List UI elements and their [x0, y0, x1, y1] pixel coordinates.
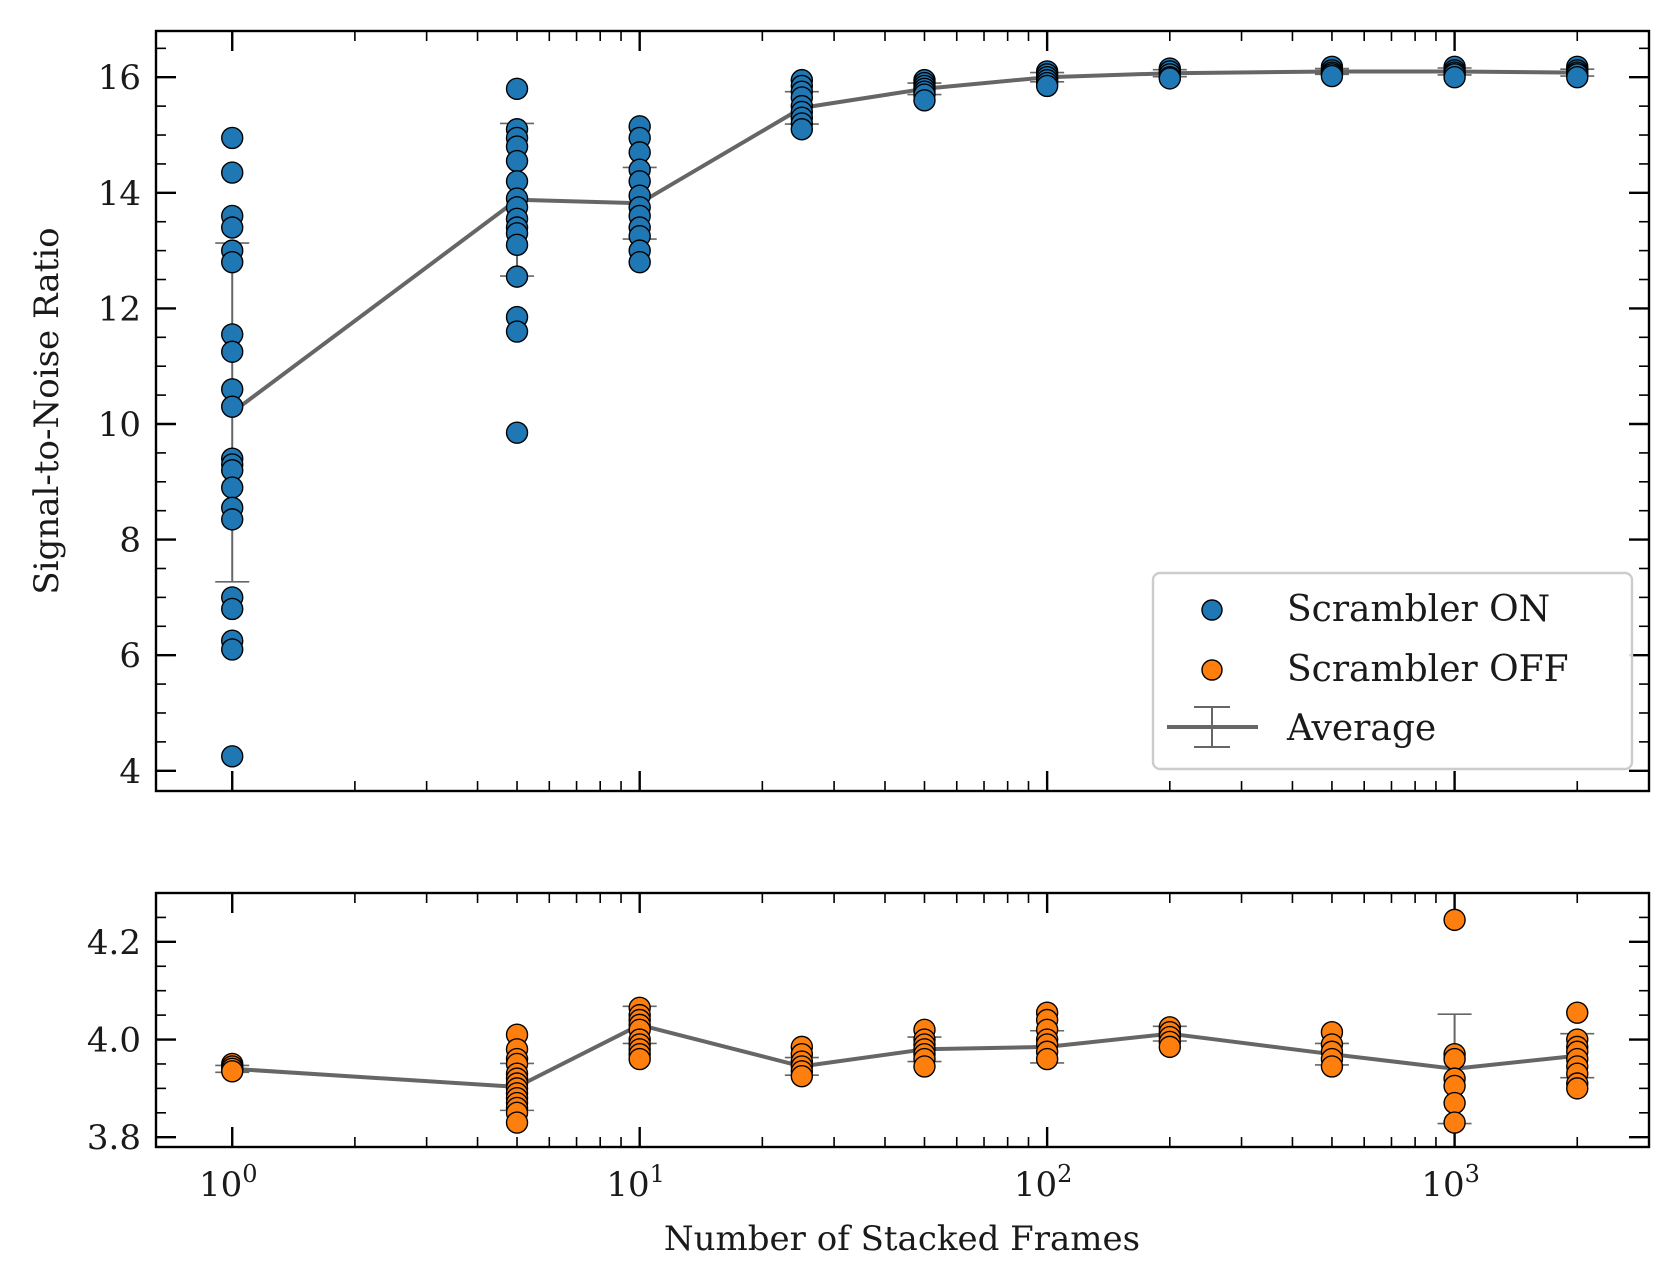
scrambler-off-point — [1035, 1047, 1059, 1071]
average-line — [232, 1022, 1578, 1089]
scrambler-off-point — [1443, 1091, 1466, 1115]
x-tick-label-base: 10 — [606, 1165, 649, 1205]
scrambler-off-point — [1443, 1047, 1466, 1071]
scrambler-off-points — [221, 908, 1589, 1134]
y-tick-label: 12 — [98, 289, 141, 329]
legend-label-average: Average — [1286, 708, 1436, 749]
scrambler-on-point — [913, 89, 936, 112]
x-axis-title: Number of Stacked Frames — [664, 1219, 1140, 1259]
scrambler-on-point — [505, 233, 529, 257]
y-tick-label: 8 — [119, 521, 141, 561]
x-tick-label-exponent: 2 — [1057, 1160, 1072, 1188]
scrambler-off-point — [1566, 1077, 1589, 1100]
scrambler-off-point — [913, 1055, 936, 1078]
y-tick-label: 3.8 — [87, 1118, 141, 1158]
scrambler-on-point — [221, 340, 244, 363]
scrambler-on-point — [221, 395, 244, 418]
legend-label-scrambler-on: Scrambler ON — [1287, 589, 1550, 630]
top-panel-tick-labels: 4 6 8 10 12 14 16 — [98, 58, 141, 792]
top-panel-ticks — [156, 31, 1650, 791]
scrambler-on-point — [221, 216, 244, 239]
x-tick-label-base: 10 — [199, 1165, 242, 1205]
legend-entry-scrambler-off: Scrambler OFF — [1201, 649, 1569, 690]
x-tick-label-exponent: 3 — [1465, 1160, 1480, 1188]
y-tick-label: 14 — [98, 174, 141, 214]
scrambler-off-point — [1566, 1001, 1589, 1024]
scrambler-off-point — [505, 1111, 529, 1134]
x-tick-label: 103 — [1421, 1160, 1480, 1205]
top-panel-frame — [154, 29, 1651, 793]
legend-marker-scrambler-on — [1201, 599, 1223, 621]
x-tick-label-base: 10 — [1014, 1165, 1057, 1205]
scrambler-off-point — [628, 1047, 651, 1071]
y-tick-label: 4.0 — [87, 1021, 141, 1061]
x-tick-label-base: 10 — [1421, 1165, 1464, 1205]
scrambler-on-point — [1566, 66, 1589, 89]
legend: Scrambler ON Scrambler OFF Average — [1151, 571, 1634, 771]
scrambler-on-point — [221, 597, 244, 621]
y-tick-label: 16 — [98, 58, 141, 98]
scrambler-on-point — [221, 126, 244, 150]
y-tick-label: 4.2 — [87, 923, 141, 963]
y-tick-label: 10 — [98, 405, 141, 445]
scrambler-off-point — [1443, 908, 1466, 932]
scrambler-on-point — [221, 745, 244, 768]
scrambler-on-point — [221, 508, 244, 531]
x-tick-label-exponent: 0 — [242, 1160, 257, 1188]
scrambler-off-point — [221, 1060, 244, 1083]
y-axis-title: Signal-to-Noise Ratio — [27, 227, 67, 594]
bottom-panel-frame — [154, 891, 1651, 1149]
scrambler-on-point — [221, 161, 244, 184]
scrambler-on-point — [221, 638, 244, 661]
scrambler-on-point — [505, 320, 529, 343]
x-tick-label: 100 — [199, 1160, 258, 1205]
scrambler-on-points — [221, 55, 1589, 768]
scrambler-off-point — [1158, 1035, 1181, 1059]
scrambler-on-point — [505, 421, 529, 444]
scrambler-on-point — [505, 265, 529, 288]
x-tick-label-exponent: 1 — [650, 1160, 665, 1188]
scrambler-on-point — [1443, 66, 1466, 89]
y-tick-label: 6 — [119, 636, 141, 676]
scrambler-off-point — [1320, 1055, 1344, 1078]
scrambler-off-point — [790, 1064, 814, 1088]
scrambler-on-point — [1158, 67, 1181, 90]
legend-label-scrambler-off: Scrambler OFF — [1287, 649, 1569, 690]
scrambler-on-point — [790, 118, 814, 141]
scrambler-on-point — [505, 77, 529, 100]
scrambler-off-point — [1443, 1111, 1466, 1134]
y-tick-label: 4 — [119, 752, 141, 792]
x-tick-label: 101 — [606, 1160, 665, 1205]
scrambler-on-point — [505, 149, 529, 173]
legend-entry-average: Average — [1167, 706, 1436, 749]
legend-marker-scrambler-off — [1201, 659, 1223, 681]
legend-entry-scrambler-on: Scrambler ON — [1201, 589, 1550, 630]
average-line — [231, 69, 1578, 415]
scrambler-on-point — [1035, 74, 1059, 98]
x-tick-label: 102 — [1014, 1160, 1073, 1205]
scrambler-on-point — [1320, 64, 1344, 88]
scrambler-on-point — [221, 250, 244, 274]
snr-scrambler-on-panel: 4 6 8 10 12 14 16 Signal-to-Noise Ratio Scramb… — [27, 29, 1651, 793]
scrambler-on-point — [628, 250, 651, 274]
scrambler-on-point — [221, 476, 244, 499]
legend-frame — [1151, 571, 1634, 771]
